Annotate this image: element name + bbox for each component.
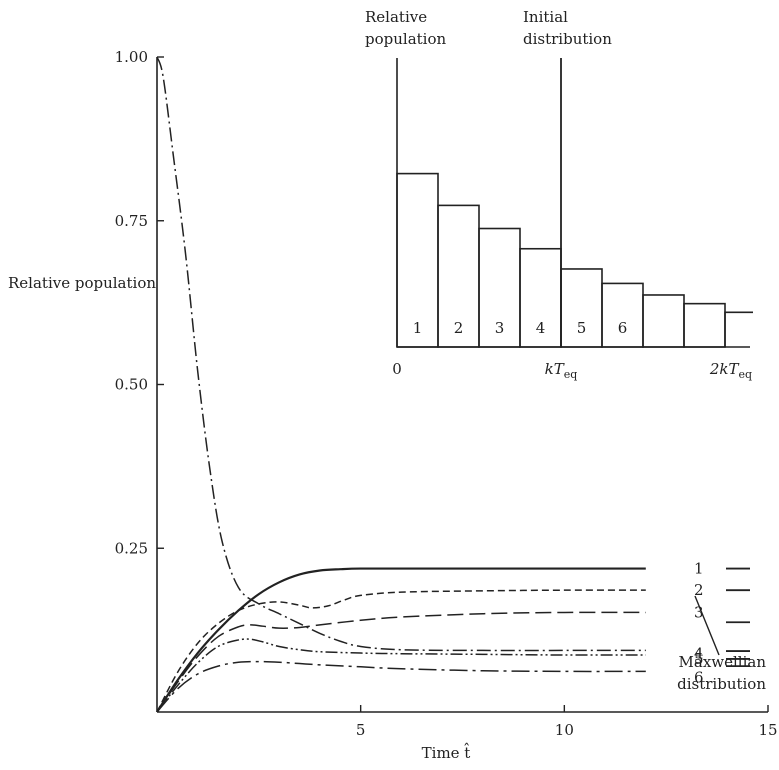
maxwellian-pointer <box>694 595 720 656</box>
y-tick-label: 1.00 <box>115 48 148 66</box>
main-curve-labels: 1 2 3 456 <box>694 560 704 687</box>
series-line-2 <box>156 589 646 713</box>
histogram-bar-label: 3 <box>495 319 505 337</box>
inset-y-label-line2: population <box>365 30 446 48</box>
inset-tick-label: 2kTeq <box>709 360 752 381</box>
inset-y-label-line1: Relative <box>365 8 427 26</box>
series-label-5: 5 <box>694 650 704 668</box>
series-label-3: 3 <box>694 603 704 621</box>
histogram-bar <box>601 282 644 348</box>
maxwellian-label-line1: Maxwellian <box>679 653 767 671</box>
histogram-bar-label: 6 <box>618 319 628 337</box>
histogram-bar <box>683 302 726 348</box>
inset-plot: 1 2 3 4 5 6 0 kTeq 2kTeq Relative population In… <box>365 8 753 381</box>
main-x-axis-label: Time t̂ <box>422 743 471 762</box>
main-curves <box>156 56 646 713</box>
x-tick-label: 5 <box>356 721 366 739</box>
inset-bars: 1 2 3 4 5 6 <box>396 172 753 348</box>
series-label-2: 2 <box>694 581 704 599</box>
series-line-4 <box>156 56 646 652</box>
main-y-axis-label: Relative population <box>8 274 156 292</box>
histogram-bar-label: 5 <box>577 319 587 337</box>
inset-tick-label: 0 <box>392 360 402 378</box>
histogram-bar-label: 2 <box>454 319 464 337</box>
histogram-bar-label: 1 <box>413 319 423 337</box>
inset-ticks: 0 kTeq 2kTeq <box>392 360 752 381</box>
y-tick-label: 0.25 <box>115 539 148 557</box>
maxwellian-label-line2: distribution <box>677 675 766 693</box>
histogram-bar <box>642 294 685 348</box>
histogram-bar-label: 4 <box>536 319 546 337</box>
initial-distribution-label-line1: Initial <box>523 8 568 26</box>
series-line-1 <box>156 567 646 713</box>
series-label-4: 4 <box>694 644 704 662</box>
series-line-6 <box>156 660 646 713</box>
main-ticks: 5 10 150.250.500.751.00 <box>115 48 778 739</box>
y-tick-label: 0.50 <box>115 376 148 394</box>
series-line-3 <box>156 611 646 713</box>
histogram-bar <box>724 311 753 347</box>
initial-distribution-label-line2: distribution <box>523 30 612 48</box>
series-label-1: 1 <box>694 560 704 578</box>
y-tick-label: 0.75 <box>115 212 148 230</box>
x-tick-label: 15 <box>758 721 777 739</box>
x-tick-label: 10 <box>555 721 574 739</box>
maxwellian-distribution <box>694 567 750 668</box>
series-label-6: 6 <box>694 668 704 686</box>
series-line-5 <box>156 638 646 713</box>
inset-tick-label: kTeq <box>545 360 578 381</box>
